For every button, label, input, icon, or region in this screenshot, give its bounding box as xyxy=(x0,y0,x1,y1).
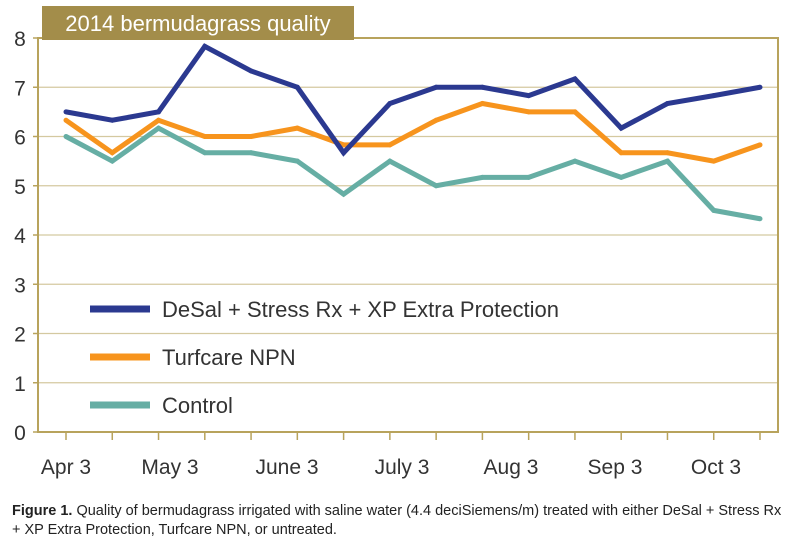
data-point xyxy=(294,158,300,164)
data-point xyxy=(63,109,69,115)
data-point xyxy=(618,125,624,131)
data-point xyxy=(526,93,532,99)
data-point xyxy=(572,76,578,82)
data-point xyxy=(109,117,115,123)
data-point xyxy=(757,142,763,148)
y-tick-label: 7 xyxy=(14,77,26,100)
data-point xyxy=(156,117,162,123)
data-point xyxy=(711,93,717,99)
data-point xyxy=(433,183,439,189)
data-point xyxy=(63,134,69,139)
chart-title: 2014 bermudagrass quality xyxy=(65,11,330,36)
data-point xyxy=(664,101,670,107)
legend-label-3: Control xyxy=(162,393,233,418)
data-point xyxy=(664,150,670,156)
data-point xyxy=(526,109,532,115)
data-point xyxy=(711,207,717,213)
data-point xyxy=(156,125,162,131)
data-point xyxy=(341,150,347,156)
series-line-1 xyxy=(65,43,761,157)
y-tick-label: 8 xyxy=(14,28,26,51)
data-point xyxy=(387,101,393,107)
y-tick-label: 3 xyxy=(14,274,26,297)
data-point xyxy=(294,84,300,90)
data-point xyxy=(757,84,763,90)
y-tick-label: 6 xyxy=(14,127,26,150)
data-point xyxy=(248,150,254,156)
y-tick-label: 4 xyxy=(14,225,26,248)
data-point xyxy=(341,191,347,197)
legend-label-2: Turfcare NPN xyxy=(162,345,296,370)
data-point xyxy=(63,117,69,123)
data-point xyxy=(109,150,115,156)
data-point xyxy=(433,117,439,123)
y-tick-label: 5 xyxy=(14,176,26,199)
data-point xyxy=(156,109,162,115)
legend: DeSal + Stress Rx + XP Extra Protection T… xyxy=(90,297,559,418)
data-point xyxy=(433,84,439,90)
data-point xyxy=(387,158,393,164)
series-line-2 xyxy=(64,100,761,164)
data-point xyxy=(479,101,485,107)
data-point xyxy=(202,43,208,49)
caption-text: Quality of bermudagrass irrigated with s… xyxy=(12,503,782,538)
data-point xyxy=(202,150,208,156)
caption-label: Figure 1. xyxy=(12,503,73,519)
x-tick-label: May 3 xyxy=(141,456,198,479)
data-point xyxy=(294,125,300,131)
axes: 0 1 2 3 4 5 6 7 8 Apr 3 May 3 June 3 July 3 Aug 3 Sep … xyxy=(14,28,761,479)
data-point xyxy=(248,68,254,74)
series-lines xyxy=(63,43,763,222)
x-tick-label: Aug 3 xyxy=(484,456,539,479)
data-point xyxy=(618,174,624,180)
x-tick-label: Oct 3 xyxy=(691,456,741,479)
x-tick-label: June 3 xyxy=(255,456,318,479)
y-tick-label: 0 xyxy=(14,422,26,445)
data-point xyxy=(618,150,624,156)
data-point xyxy=(664,158,670,164)
data-point xyxy=(757,216,763,222)
x-tick-label: July 3 xyxy=(375,456,430,479)
data-point xyxy=(387,142,393,148)
series-line-3 xyxy=(64,125,761,222)
data-point xyxy=(711,158,717,164)
data-point xyxy=(479,84,485,90)
data-point xyxy=(248,134,254,139)
chart-title-background xyxy=(42,6,354,40)
data-point xyxy=(572,109,578,115)
line-chart: 0 1 2 3 4 5 6 7 8 Apr 3 May 3 June 3 July 3 Aug 3 Sep … xyxy=(14,6,779,479)
x-tick-label: Apr 3 xyxy=(41,456,91,479)
data-point xyxy=(109,158,115,164)
y-tick-label: 1 xyxy=(14,373,26,396)
data-point xyxy=(341,142,347,148)
legend-label-1: DeSal + Stress Rx + XP Extra Protection xyxy=(162,297,559,322)
x-tick-label: Sep 3 xyxy=(588,456,643,479)
y-tick-label: 2 xyxy=(14,324,26,347)
figure-caption: Figure 1. Quality of bermudagrass irriga… xyxy=(12,502,792,540)
gridlines xyxy=(38,86,778,384)
data-point xyxy=(526,174,532,180)
data-point xyxy=(479,174,485,180)
chart-title-box: 2014 bermudagrass quality xyxy=(42,6,354,40)
data-point xyxy=(572,158,578,164)
data-point xyxy=(202,134,208,139)
